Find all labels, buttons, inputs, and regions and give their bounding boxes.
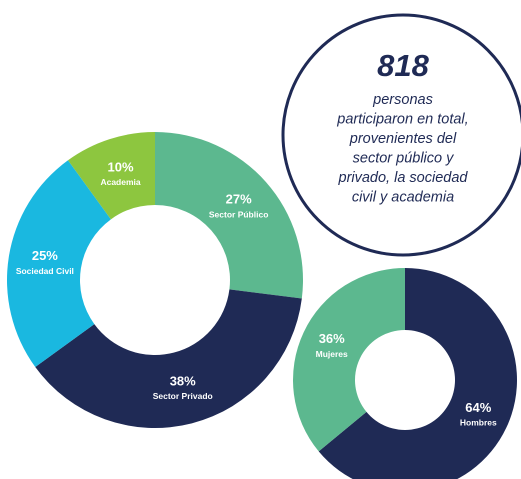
donut-segment bbox=[6, 160, 111, 367]
callout-line: privado, la sociedad bbox=[338, 170, 469, 186]
donut-segment bbox=[318, 268, 517, 479]
segment-value: 36% bbox=[319, 331, 345, 346]
callout-line: civil y academia bbox=[352, 189, 454, 205]
segment-name: Sector Privado bbox=[153, 391, 213, 401]
callout-line: sector público y bbox=[353, 150, 454, 166]
segment-value: 10% bbox=[108, 159, 134, 174]
callout-line: provenientes del bbox=[349, 131, 457, 147]
segment-name: Sector Público bbox=[209, 210, 269, 220]
callout-circle bbox=[281, 13, 521, 257]
donut-segment bbox=[293, 268, 405, 452]
segment-name: Sociedad Civil bbox=[16, 266, 74, 276]
callout-number: 818 bbox=[377, 48, 429, 83]
charts: 27% Sector Público 38% Sector Privado 25% Soc… bbox=[6, 132, 517, 479]
segment-value: 27% bbox=[226, 192, 252, 207]
segment-name: Mujeres bbox=[316, 349, 348, 359]
callout-line: participaron en total, bbox=[336, 111, 468, 127]
segment-value: 64% bbox=[465, 400, 491, 415]
donut-segment bbox=[68, 132, 155, 220]
segment-name: Hombres bbox=[460, 418, 497, 428]
segment-value: 25% bbox=[32, 248, 58, 263]
donut-segment bbox=[35, 289, 302, 428]
donut-segment bbox=[155, 132, 303, 299]
segment-name: Academia bbox=[100, 177, 140, 187]
callout-line: personas bbox=[372, 92, 433, 108]
segment-value: 38% bbox=[170, 373, 196, 388]
callout-text: personas participaron en total, provenient… bbox=[336, 92, 468, 206]
